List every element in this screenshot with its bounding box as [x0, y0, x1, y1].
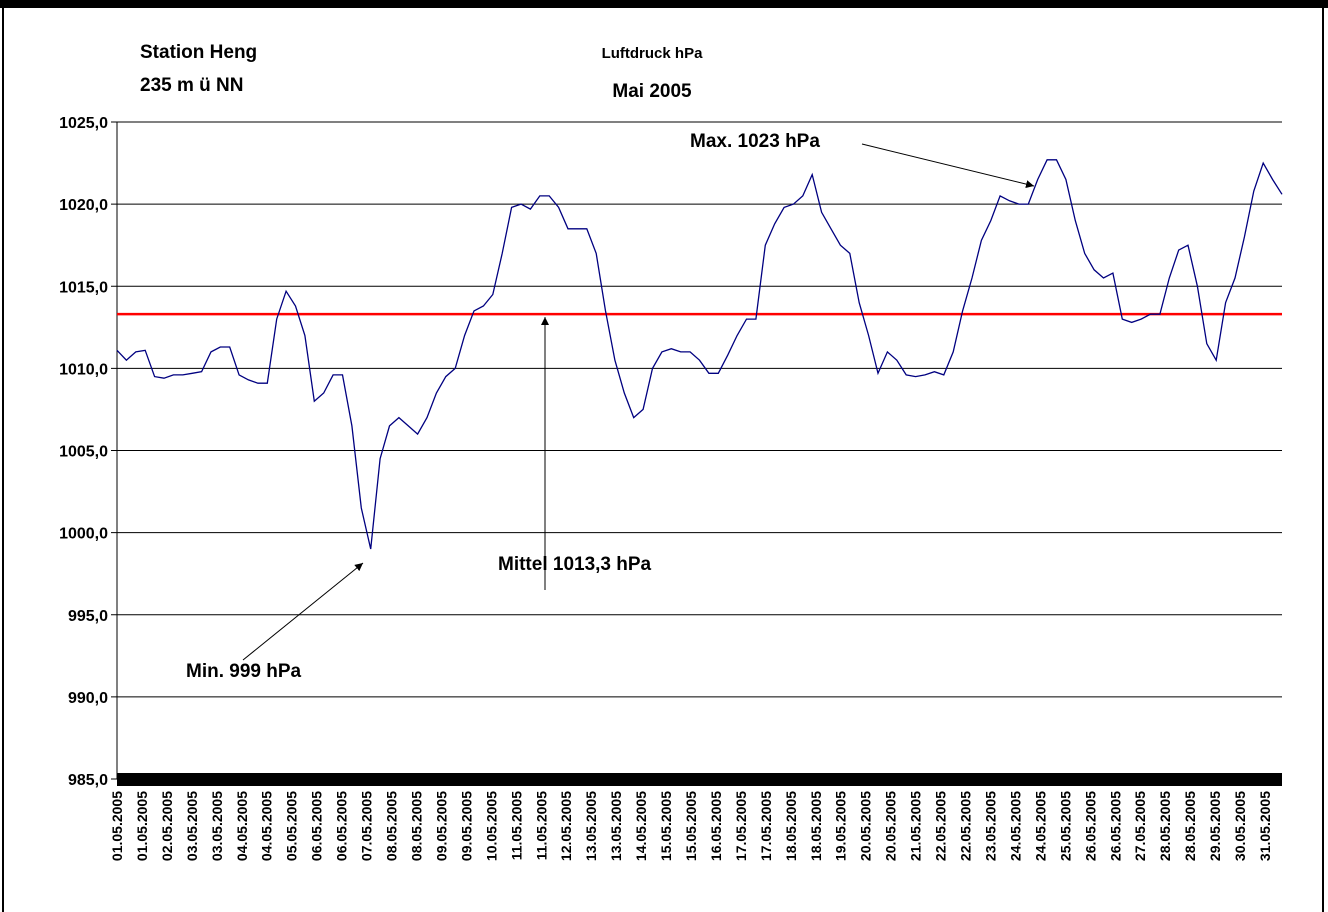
x-tick-label: 13.05.2005	[608, 791, 624, 861]
plot: 985,0 990,0 995,0 1000,0 1005,0 1010,0 1015,0 1…	[59, 115, 1283, 861]
x-tick-label: 16.05.2005	[708, 791, 724, 861]
x-tick-label: 21.05.2005	[908, 791, 924, 861]
x-tick-label: 28.05.2005	[1157, 791, 1173, 861]
annotation: Min. 999 hPa	[186, 661, 302, 682]
x-tick-label: 24.05.2005	[1007, 791, 1023, 861]
x-tick-label: 03.05.2005	[209, 791, 225, 861]
y-tick-label: 990,0	[68, 690, 108, 707]
x-tick-label: 20.05.2005	[858, 791, 874, 861]
y-tick-label: 1025,0	[59, 115, 108, 132]
x-tick-label: 05.05.2005	[284, 791, 300, 861]
x-tick-label: 24.05.2005	[1032, 791, 1048, 861]
y-tick-label: 1015,0	[59, 279, 108, 296]
x-tick-label: 30.05.2005	[1232, 791, 1248, 861]
annotation-arrow	[242, 562, 364, 661]
x-tick-label: 17.05.2005	[733, 791, 749, 861]
x-tick-label: 11.05.2005	[508, 791, 524, 861]
x-tick-label: 27.05.2005	[1132, 791, 1148, 861]
x-tick-label: 01.05.2005	[134, 791, 150, 861]
x-tick-label: 15.05.2005	[683, 791, 699, 861]
x-tick-label: 15.05.2005	[658, 791, 674, 861]
x-tick-label: 18.05.2005	[783, 791, 799, 861]
x-axis	[117, 773, 1282, 786]
x-tick-label: 08.05.2005	[384, 791, 400, 861]
x-tick-label: 17.05.2005	[758, 791, 774, 861]
x-tick-label: 22.05.2005	[933, 791, 949, 861]
x-tick-label: 04.05.2005	[234, 791, 250, 861]
x-tick-label: 25.05.2005	[1057, 791, 1073, 861]
x-tick-label: 23.05.2005	[982, 791, 998, 861]
station: Station Heng	[140, 42, 257, 63]
y-tick-label: 985,0	[68, 772, 108, 789]
pressure-line	[116, 159, 1283, 550]
x-tick-label: 28.05.2005	[1182, 791, 1198, 861]
x-tick-label: 01.05.2005	[109, 791, 125, 861]
x-tick-label: 08.05.2005	[408, 791, 424, 861]
y-tick-label: 1010,0	[59, 361, 108, 378]
x-tick-label: 06.05.2005	[309, 791, 325, 861]
x-tick-label: 29.05.2005	[1207, 791, 1223, 861]
x-tick-label: 19.05.2005	[833, 791, 849, 861]
annotation: Max. 1023 hPa	[690, 131, 820, 152]
x-tick-label: 26.05.2005	[1107, 791, 1123, 861]
x-tick-label: 02.05.2005	[159, 791, 175, 861]
y-tick-label: 1005,0	[59, 444, 108, 461]
x-tick-label: 07.05.2005	[359, 791, 375, 861]
annotation-arrow	[861, 143, 1035, 188]
x-tick-label: 26.05.2005	[1082, 791, 1098, 861]
x-tick-label: 04.05.2005	[259, 791, 275, 861]
altitude: 235 m ü NN	[140, 75, 243, 96]
x-tick-label: 20.05.2005	[883, 791, 899, 861]
x-tick-label: 09.05.2005	[458, 791, 474, 861]
x-tick-label: 13.05.2005	[583, 791, 599, 861]
y-tick-label: 995,0	[68, 608, 108, 625]
chart-title: Luftdruck hPa	[602, 45, 703, 62]
x-tick-label: 06.05.2005	[334, 791, 350, 861]
x-tick-label: 10.05.2005	[483, 791, 499, 861]
chart-subtitle: Mai 2005	[612, 81, 692, 102]
x-tick-label: 09.05.2005	[433, 791, 449, 861]
x-tick-label: 03.05.2005	[184, 791, 200, 861]
x-tick-label: 12.05.2005	[558, 791, 574, 861]
x-tick-label: 14.05.2005	[633, 791, 649, 861]
x-tick-label: 31.05.2005	[1257, 791, 1273, 861]
annotation: Mittel 1013,3 hPa	[498, 554, 652, 575]
frame-top	[0, 0, 1328, 8]
y-tick-label: 1000,0	[59, 526, 108, 543]
y-tick-label: 1020,0	[59, 197, 108, 214]
x-tick-label: 18.05.2005	[808, 791, 824, 861]
x-tick-label: 11.05.2005	[533, 791, 549, 861]
x-tick-label: 22.05.2005	[958, 791, 974, 861]
